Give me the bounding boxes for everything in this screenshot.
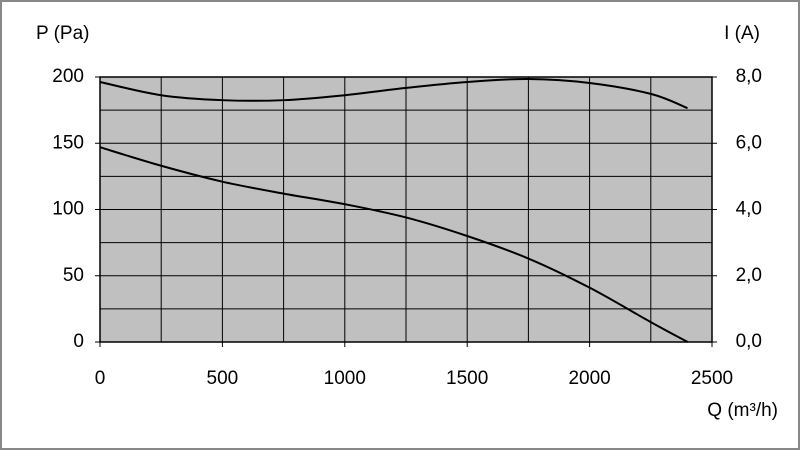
x-tick-label: 1000	[324, 368, 366, 389]
x-tick-label: 2500	[691, 368, 733, 389]
x-tick-label: 0	[95, 368, 106, 389]
x-axis-label: Q (m³/h)	[707, 400, 778, 421]
x-tick-label: 500	[207, 368, 239, 389]
x-tick-label: 2000	[568, 368, 610, 389]
y2-tick-label: 4,0	[736, 199, 762, 220]
y-tick-label: 50	[63, 265, 84, 286]
y-tick-label: 150	[52, 132, 84, 153]
curve-line	[99, 77, 688, 110]
y2-axis-label: I (A)	[724, 23, 760, 44]
y2-tick-label: 8,0	[736, 66, 762, 87]
y2-tick-label: 2,0	[736, 265, 762, 286]
y-tick-label: 100	[52, 199, 84, 220]
curve-line	[99, 146, 688, 343]
y2-tick-label: 6,0	[736, 132, 762, 153]
y-axis-label: P (Pa)	[36, 23, 90, 44]
y-tick-label: 200	[52, 66, 84, 87]
x-tick-label: 1500	[446, 368, 488, 389]
y-tick-label: 0	[73, 331, 84, 352]
y2-tick-label: 0,0	[736, 331, 762, 352]
